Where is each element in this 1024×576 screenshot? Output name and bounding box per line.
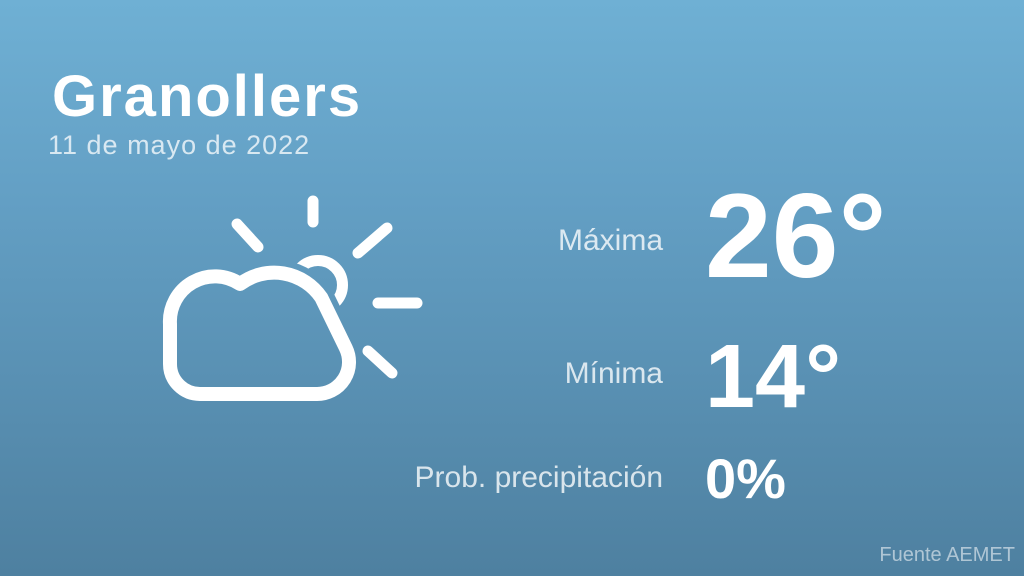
min-temp-value: 14°	[705, 327, 842, 427]
source-attribution: Fuente AEMET	[879, 544, 1015, 566]
cloud-icon	[162, 265, 357, 401]
precipitation-value: 0%	[705, 447, 786, 510]
precipitation-label: Prob. precipitación	[414, 461, 663, 494]
partly-cloudy-icon	[156, 195, 423, 407]
max-temp-value: 26°	[705, 169, 887, 303]
max-temp-label: Máxima	[557, 224, 663, 257]
location-title: Granollers	[52, 64, 363, 129]
forecast-date: 11 de mayo de 2022	[48, 130, 311, 160]
min-temp-label: Mínima	[564, 357, 663, 390]
